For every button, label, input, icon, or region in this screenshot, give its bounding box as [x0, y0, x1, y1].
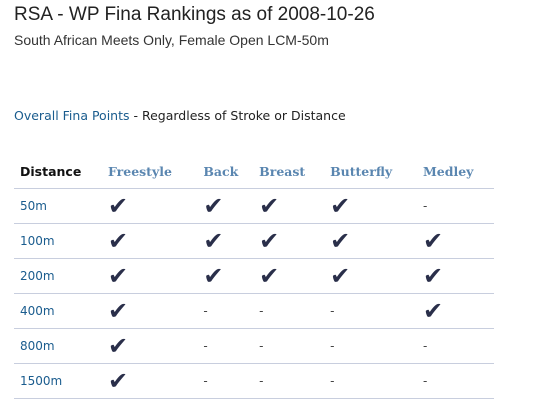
dash-placeholder: - [259, 374, 264, 388]
cell-medley: - [416, 363, 494, 399]
header-medley: Medley [416, 155, 494, 189]
cell-medley: - [416, 188, 494, 224]
cell-medley[interactable]: ✔ [416, 293, 494, 329]
distance-link[interactable]: 1500m [14, 363, 102, 399]
cell-breast[interactable]: ✔ [253, 258, 325, 294]
checkmark-icon[interactable]: ✔ [422, 297, 444, 325]
cell-medley[interactable]: ✔ [416, 258, 494, 294]
checkmark-icon[interactable]: ✔ [330, 227, 351, 255]
header-breast: Breast [253, 155, 325, 189]
checkmark-icon[interactable]: ✔ [259, 192, 280, 220]
header-distance: Distance [14, 155, 102, 189]
cell-medley[interactable]: ✔ [416, 223, 494, 259]
table-row: 200m ✔ ✔ ✔ ✔ ✔ [14, 258, 494, 294]
cell-back: - [197, 363, 254, 399]
dash-placeholder: - [203, 304, 208, 318]
cell-back[interactable]: ✔ [197, 188, 254, 224]
dash-placeholder: - [330, 339, 335, 353]
cell-butterfly[interactable]: ✔ [324, 188, 417, 224]
table-row: 100m ✔ ✔ ✔ ✔ ✔ [14, 223, 494, 259]
cell-back[interactable]: ✔ [197, 223, 254, 259]
dash-placeholder: - [259, 339, 264, 353]
table-header-row: Distance Freestyle Back Breast Butterfly… [14, 155, 494, 189]
dash-placeholder: - [330, 304, 335, 318]
checkmark-icon[interactable]: ✔ [422, 227, 444, 255]
checkmark-icon[interactable]: ✔ [108, 297, 129, 325]
cell-butterfly[interactable]: ✔ [324, 258, 417, 294]
dash-placeholder: - [203, 339, 208, 353]
checkmark-icon[interactable]: ✔ [422, 262, 444, 290]
cell-back: - [197, 328, 254, 364]
dash-placeholder: - [330, 374, 335, 388]
cell-freestyle[interactable]: ✔ [102, 363, 198, 399]
checkmark-icon[interactable]: ✔ [259, 262, 280, 290]
checkmark-icon[interactable]: ✔ [108, 332, 129, 360]
table-row: 1500m ✔ - - - - [14, 363, 494, 399]
checkmark-icon[interactable]: ✔ [330, 262, 351, 290]
cell-butterfly: - [324, 363, 417, 399]
cell-breast[interactable]: ✔ [253, 223, 325, 259]
checkmark-icon[interactable]: ✔ [203, 192, 224, 220]
cell-breast[interactable]: ✔ [253, 188, 325, 224]
checkmark-icon[interactable]: ✔ [330, 192, 351, 220]
cell-breast: - [253, 363, 325, 399]
header-back: Back [197, 155, 254, 189]
cell-breast: - [253, 293, 325, 329]
cell-butterfly[interactable]: ✔ [324, 223, 417, 259]
dash-placeholder: - [422, 199, 428, 213]
header-butterfly: Butterfly [324, 155, 417, 189]
checkmark-icon[interactable]: ✔ [108, 227, 129, 255]
dash-placeholder: - [422, 339, 428, 353]
distance-link[interactable]: 100m [14, 223, 102, 259]
distance-link[interactable]: 800m [14, 328, 102, 364]
cell-freestyle[interactable]: ✔ [102, 328, 198, 364]
cell-freestyle[interactable]: ✔ [102, 223, 198, 259]
cell-medley: - [416, 328, 494, 364]
dash-placeholder: - [203, 374, 208, 388]
overall-points-line: Overall Fina Points - Regardless of Stro… [14, 108, 346, 123]
page-title: RSA - WP Fina Rankings as of 2008-10-26 [14, 4, 375, 25]
cell-back: - [197, 293, 254, 329]
table-row: 400m ✔ - - - ✔ [14, 293, 494, 329]
rankings-table-body: 50m ✔ ✔ ✔ ✔ -100m ✔ ✔ ✔ ✔ ✔ 200m ✔ ✔ ✔ ✔ ✔ 400m ✔ - - - ✔ 800m ✔… [14, 188, 494, 399]
distance-link[interactable]: 50m [14, 188, 102, 224]
checkmark-icon[interactable]: ✔ [108, 192, 129, 220]
checkmark-icon[interactable]: ✔ [108, 262, 129, 290]
overall-fina-points-link[interactable]: Overall Fina Points [14, 108, 130, 123]
checkmark-icon[interactable]: ✔ [203, 262, 224, 290]
checkmark-icon[interactable]: ✔ [203, 227, 224, 255]
cell-freestyle[interactable]: ✔ [102, 293, 198, 329]
table-row: 50m ✔ ✔ ✔ ✔ - [14, 188, 494, 224]
page-subtitle: South African Meets Only, Female Open LC… [14, 32, 329, 48]
rankings-table: Distance Freestyle Back Breast Butterfly… [14, 155, 494, 399]
dash-placeholder: - [422, 374, 428, 388]
cell-butterfly: - [324, 328, 417, 364]
distance-link[interactable]: 200m [14, 258, 102, 294]
distance-link[interactable]: 400m [14, 293, 102, 329]
checkmark-icon[interactable]: ✔ [259, 227, 280, 255]
overall-points-description: - Regardless of Stroke or Distance [129, 108, 346, 123]
header-freestyle: Freestyle [102, 155, 198, 189]
checkmark-icon[interactable]: ✔ [108, 367, 129, 395]
cell-breast: - [253, 328, 325, 364]
dash-placeholder: - [259, 304, 264, 318]
cell-butterfly: - [324, 293, 417, 329]
cell-back[interactable]: ✔ [197, 258, 254, 294]
cell-freestyle[interactable]: ✔ [102, 258, 198, 294]
table-row: 800m ✔ - - - - [14, 328, 494, 364]
cell-freestyle[interactable]: ✔ [102, 188, 198, 224]
